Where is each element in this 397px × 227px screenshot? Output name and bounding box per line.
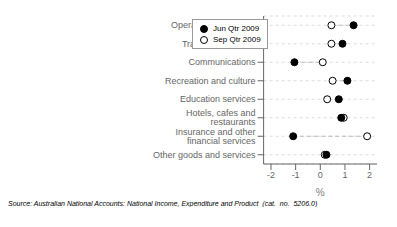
svg-text:Operation of vehicles: Operation of vehicles — [171, 20, 256, 30]
svg-text:Recreation and culture: Recreation and culture — [165, 76, 256, 86]
svg-text:-1: -1 — [292, 170, 300, 180]
svg-text:0: 0 — [318, 170, 323, 180]
svg-text:1: 1 — [342, 170, 347, 180]
svg-text:Education services: Education services — [180, 94, 256, 104]
svg-text:Hotels, cafes andrestaurants: Hotels, cafes andrestaurants — [186, 108, 256, 127]
svg-text:Communications: Communications — [189, 57, 257, 67]
svg-text:Transport services: Transport services — [182, 39, 256, 49]
svg-text:-2: -2 — [267, 170, 275, 180]
svg-text:Insurance and otherfinancial s: Insurance and otherfinancial services — [176, 127, 257, 146]
svg-text:2: 2 — [367, 170, 372, 180]
svg-text:%: % — [316, 187, 325, 198]
svg-text:Other goods and services: Other goods and services — [153, 150, 256, 160]
